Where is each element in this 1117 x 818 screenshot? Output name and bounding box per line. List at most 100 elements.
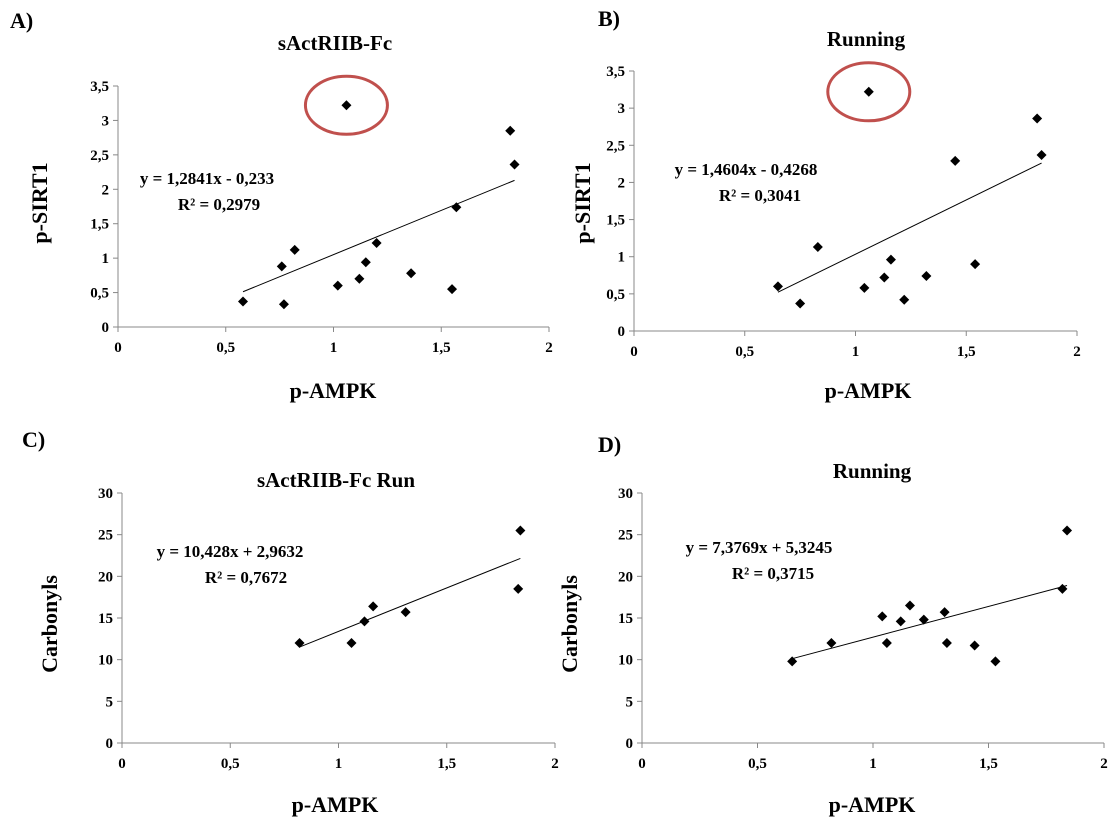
x-tick-label: 1 — [330, 340, 338, 356]
y-axis-label: p-SIRT1 — [27, 162, 52, 243]
x-tick-label: 0,5 — [735, 344, 754, 360]
data-point — [354, 273, 365, 284]
x-axis-label: p-AMPK — [829, 792, 916, 817]
x-axis-label: p-AMPK — [290, 378, 377, 403]
data-point — [772, 281, 783, 292]
r-squared-label: R² = 0,2979 — [178, 195, 260, 214]
outlier-highlight-circle — [826, 61, 912, 123]
trendline-equation: y = 10,428x + 2,9632 — [157, 542, 304, 561]
x-tick-label: 0,5 — [748, 756, 767, 772]
y-tick-label: 2,5 — [90, 148, 109, 164]
data-point — [895, 616, 906, 627]
data-point — [990, 656, 1001, 667]
trendline-equation: y = 7,3769x + 5,3245 — [686, 538, 833, 557]
y-tick-label: 2,5 — [606, 138, 625, 154]
y-tick-label: 0 — [618, 324, 626, 340]
panel-a: A) sActRIIB-Fc p-SIRT1 p-AMPK y = 1,2841… — [10, 8, 553, 403]
y-tick-label: 3,5 — [90, 79, 109, 95]
data-point — [918, 614, 929, 625]
data-point — [505, 125, 516, 136]
x-tick-label: 1 — [335, 756, 343, 772]
trendline-equation: y = 1,2841x - 0,233 — [140, 169, 274, 188]
y-tick-label: 0,5 — [90, 286, 109, 302]
y-tick-label: 0 — [626, 736, 634, 752]
r-squared-label: R² = 0,3715 — [732, 564, 814, 583]
data-point — [1062, 525, 1073, 536]
trendline-equation: y = 1,4604x - 0,4268 — [675, 160, 818, 179]
x-axis-label: p-AMPK — [292, 792, 379, 817]
r-squared-label: R² = 0,7672 — [205, 568, 287, 587]
y-tick-label: 20 — [98, 569, 113, 585]
r-squared-label: R² = 0,3041 — [719, 186, 801, 205]
chart-title: Running — [833, 459, 912, 483]
data-point — [877, 611, 888, 622]
data-point — [950, 155, 961, 166]
data-point — [826, 638, 837, 648]
data-point — [969, 640, 980, 651]
data-point — [904, 600, 915, 611]
data-point — [346, 638, 357, 648]
x-tick-label: 0 — [630, 344, 638, 360]
data-point — [447, 284, 458, 295]
data-point — [368, 601, 379, 612]
y-tick-label: 2 — [618, 175, 626, 191]
data-point — [899, 294, 910, 305]
trendline — [792, 585, 1068, 660]
y-tick-label: 0 — [106, 736, 114, 752]
data-point — [881, 638, 892, 648]
data-point — [360, 257, 371, 268]
x-tick-label: 0 — [118, 756, 126, 772]
y-tick-label: 20 — [618, 569, 633, 585]
data-point — [359, 616, 370, 627]
x-tick-label: 0,5 — [216, 340, 235, 356]
x-axis-label: p-AMPK — [825, 378, 912, 403]
data-point — [451, 202, 462, 213]
chart-title: sActRIIB-Fc Run — [257, 468, 415, 492]
data-point — [276, 261, 287, 272]
x-tick-label: 2 — [1100, 756, 1108, 772]
y-tick-label: 1 — [102, 251, 110, 267]
chart-title: sActRIIB-Fc — [278, 31, 392, 55]
data-point — [406, 268, 417, 279]
y-tick-label: 25 — [618, 528, 633, 544]
trendline — [242, 179, 515, 293]
x-tick-label: 1,5 — [957, 344, 976, 360]
x-tick-label: 0 — [638, 756, 646, 772]
data-point — [941, 638, 952, 648]
y-axis-label: Carbonyls — [557, 575, 582, 673]
data-point — [513, 583, 524, 594]
data-point — [289, 244, 300, 255]
data-point — [341, 100, 352, 111]
y-tick-label: 5 — [626, 694, 634, 710]
y-tick-label: 3,5 — [606, 64, 625, 80]
panel-d: D) Running Carbonyls p-AMPK y = 7,3769x … — [557, 432, 1108, 817]
y-tick-label: 10 — [98, 653, 113, 669]
y-tick-label: 2 — [102, 182, 110, 198]
data-point — [863, 86, 874, 97]
x-tick-label: 1 — [869, 756, 877, 772]
y-tick-label: 1,5 — [606, 213, 625, 229]
x-tick-label: 2 — [1073, 344, 1081, 360]
chart-title: Running — [827, 27, 906, 51]
panel-c: C) sActRIIB-Fc Run Carbonyls p-AMPK y = … — [22, 427, 559, 817]
data-point — [970, 259, 981, 270]
panel-b: B) Running p-SIRT1 p-AMPK y = 1,4604x - … — [570, 6, 1081, 403]
y-tick-label: 3 — [618, 101, 626, 117]
trendline — [777, 162, 1042, 293]
data-point — [237, 296, 248, 307]
data-point — [278, 299, 289, 310]
y-tick-label: 0 — [102, 320, 110, 336]
data-point — [1036, 149, 1047, 160]
data-point — [795, 298, 806, 309]
x-tick-label: 0,5 — [221, 756, 240, 772]
x-tick-label: 1 — [852, 344, 860, 360]
y-axis-label: p-SIRT1 — [570, 162, 595, 243]
outlier-highlight-circle — [303, 74, 389, 136]
y-tick-label: 15 — [98, 611, 113, 627]
data-point — [939, 607, 950, 618]
data-point — [921, 271, 932, 282]
data-point — [1032, 113, 1043, 124]
y-axis-label: Carbonyls — [37, 575, 62, 673]
x-tick-label: 2 — [551, 756, 559, 772]
